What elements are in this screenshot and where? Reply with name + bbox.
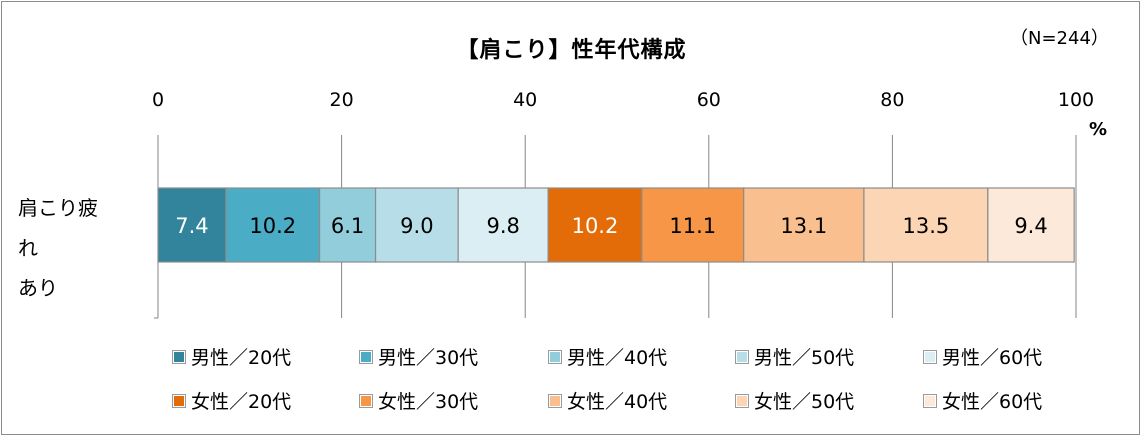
category-label: 肩こり疲れ あり bbox=[18, 196, 98, 300]
data-label: 10.2 bbox=[249, 214, 296, 238]
chart-title: 【肩こり】性年代構成 bbox=[456, 38, 687, 63]
sample-size-note: （N=244） bbox=[1010, 28, 1109, 49]
legend-item: 女性／50代 bbox=[735, 387, 855, 414]
bar-segment bbox=[743, 187, 865, 263]
x-tick-label: 80 bbox=[880, 89, 904, 111]
x-tick-label: 0 bbox=[152, 89, 164, 111]
legend-label: 男性／20代 bbox=[191, 347, 292, 369]
legend-item: 男性／40代 bbox=[548, 343, 668, 370]
bar-segment bbox=[547, 187, 643, 263]
x-tick-label: 40 bbox=[513, 89, 537, 111]
data-label: 9.0 bbox=[400, 214, 433, 238]
x-tick-label: 100 bbox=[1058, 89, 1094, 111]
legend-item: 男性／20代 bbox=[172, 343, 292, 370]
legend-item: 男性／30代 bbox=[359, 343, 479, 370]
legend-item: 女性／20代 bbox=[172, 387, 292, 414]
data-label: 10.2 bbox=[572, 214, 619, 238]
legend-swatch bbox=[172, 393, 186, 408]
data-label: 13.1 bbox=[780, 214, 827, 238]
legend-swatch bbox=[923, 393, 937, 408]
legend-label: 男性／40代 bbox=[567, 347, 668, 369]
legend-label: 女性／40代 bbox=[567, 391, 668, 413]
data-label: 6.1 bbox=[331, 214, 364, 238]
bar-segment bbox=[225, 187, 321, 263]
bar-segment bbox=[641, 187, 745, 263]
bar-segment bbox=[457, 187, 549, 263]
axis-unit-label: % bbox=[1089, 119, 1108, 140]
bar-segment bbox=[863, 187, 989, 263]
bar-segment bbox=[374, 187, 459, 263]
data-label: 13.5 bbox=[903, 214, 950, 238]
data-label: 7.4 bbox=[175, 214, 208, 238]
legend-swatch bbox=[735, 349, 749, 364]
bar-segment bbox=[157, 187, 227, 263]
legend-label: 女性／30代 bbox=[378, 391, 479, 413]
legend-item: 女性／30代 bbox=[359, 387, 479, 414]
legend-swatch bbox=[359, 393, 373, 408]
legend-label: 男性／30代 bbox=[378, 347, 479, 369]
legend-item: 女性／40代 bbox=[548, 387, 668, 414]
legend-label: 女性／50代 bbox=[754, 391, 855, 413]
legend-swatch bbox=[923, 349, 937, 364]
legend-swatch bbox=[548, 393, 562, 408]
legend-label: 女性／20代 bbox=[191, 391, 292, 413]
legend-label: 男性／60代 bbox=[942, 347, 1043, 369]
legend-swatch bbox=[735, 393, 749, 408]
bar-segment bbox=[318, 187, 377, 263]
x-tick-label: 60 bbox=[697, 89, 721, 111]
legend-item: 女性／60代 bbox=[923, 387, 1043, 414]
data-label: 11.1 bbox=[669, 214, 716, 238]
legend-swatch bbox=[359, 349, 373, 364]
legend-swatch bbox=[548, 349, 562, 364]
data-label: 9.8 bbox=[486, 214, 519, 238]
data-label: 9.4 bbox=[1014, 214, 1047, 238]
legend-item: 男性／60代 bbox=[923, 343, 1043, 370]
legend-swatch bbox=[172, 349, 186, 364]
legend-item: 男性／50代 bbox=[735, 343, 855, 370]
x-tick-label: 20 bbox=[330, 89, 354, 111]
legend-label: 男性／50代 bbox=[754, 347, 855, 369]
bar-segment bbox=[987, 187, 1075, 263]
legend-label: 女性／60代 bbox=[942, 391, 1043, 413]
